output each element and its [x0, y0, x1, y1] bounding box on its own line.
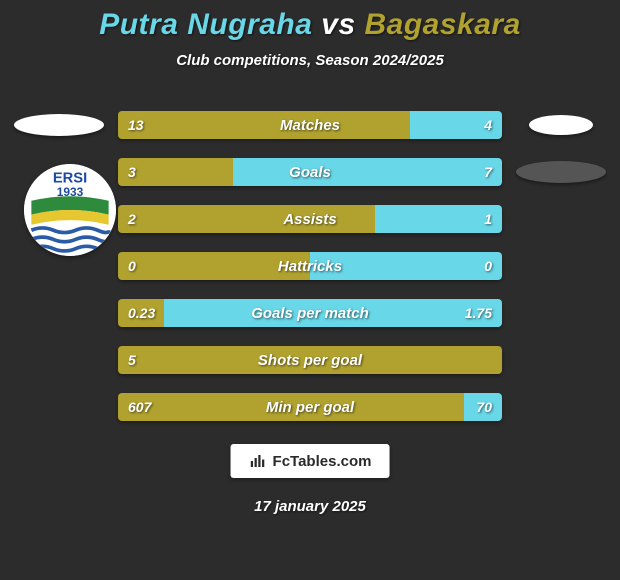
stat-bar: Min per goal60770: [118, 393, 502, 421]
stat-bar-right: [464, 393, 502, 421]
club-crest: ERSI 1933: [24, 164, 116, 256]
right-badge-cell: [502, 157, 620, 187]
stat-bar-right: [310, 252, 502, 280]
left-badge-cell: [0, 110, 118, 140]
stat-bar-left: [118, 346, 502, 374]
stat-bar-left: [118, 393, 464, 421]
team-ellipse-right-2: [516, 161, 606, 183]
right-badge-cell: [502, 251, 620, 281]
left-badge-cell: [0, 298, 118, 328]
attribution-text: FcTables.com: [273, 453, 372, 470]
right-badge-cell: [502, 204, 620, 234]
stat-bar: Goals per match0.231.75: [118, 299, 502, 327]
stat-bar: Goals37: [118, 158, 502, 186]
stat-bar-right: [375, 205, 502, 233]
player1-name: Putra Nugraha: [99, 8, 312, 41]
stat-row: Hattricks00: [0, 251, 620, 281]
stat-bar: Shots per goal5: [118, 346, 502, 374]
left-badge-cell: [0, 251, 118, 281]
right-badge-cell: [502, 110, 620, 140]
left-badge-cell: [0, 392, 118, 422]
stat-bar-right: [164, 299, 502, 327]
team-ellipse-left: [14, 114, 104, 136]
right-badge-cell: [502, 298, 620, 328]
player2-name: Bagaskara: [365, 8, 521, 41]
stat-bar-left: [118, 252, 310, 280]
date-text: 17 january 2025: [0, 498, 620, 515]
stat-bar-left: [118, 111, 410, 139]
bar-chart-icon: [249, 452, 267, 470]
stat-bar-left: [118, 205, 375, 233]
right-badge-cell: [502, 392, 620, 422]
stat-row: Goals per match0.231.75: [0, 298, 620, 328]
stat-bar: Assists21: [118, 205, 502, 233]
stat-bar-left: [118, 158, 233, 186]
stat-row: Matches134: [0, 110, 620, 140]
stat-bar-left: [118, 299, 164, 327]
vs-text: vs: [321, 8, 355, 41]
stats-area: Matches134 Goals37 Assists21 Hattricks00 Goa…: [0, 110, 620, 439]
crest-top-text: ERSI: [53, 170, 87, 186]
left-badge-cell: [0, 345, 118, 375]
stat-bar: Hattricks00: [118, 252, 502, 280]
comparison-card: Putra Nugraha vs Bagaskara Club competit…: [0, 0, 620, 580]
stat-row: Shots per goal5: [0, 345, 620, 375]
stat-bar: Matches134: [118, 111, 502, 139]
stat-row: Min per goal60770: [0, 392, 620, 422]
right-badge-cell: [502, 345, 620, 375]
stat-bar-right: [233, 158, 502, 186]
stat-bar-right: [410, 111, 502, 139]
page-title: Putra Nugraha vs Bagaskara: [0, 8, 620, 42]
subtitle: Club competitions, Season 2024/2025: [0, 52, 620, 69]
team-ellipse-right-1: [529, 115, 593, 135]
attribution-badge: FcTables.com: [231, 444, 390, 478]
